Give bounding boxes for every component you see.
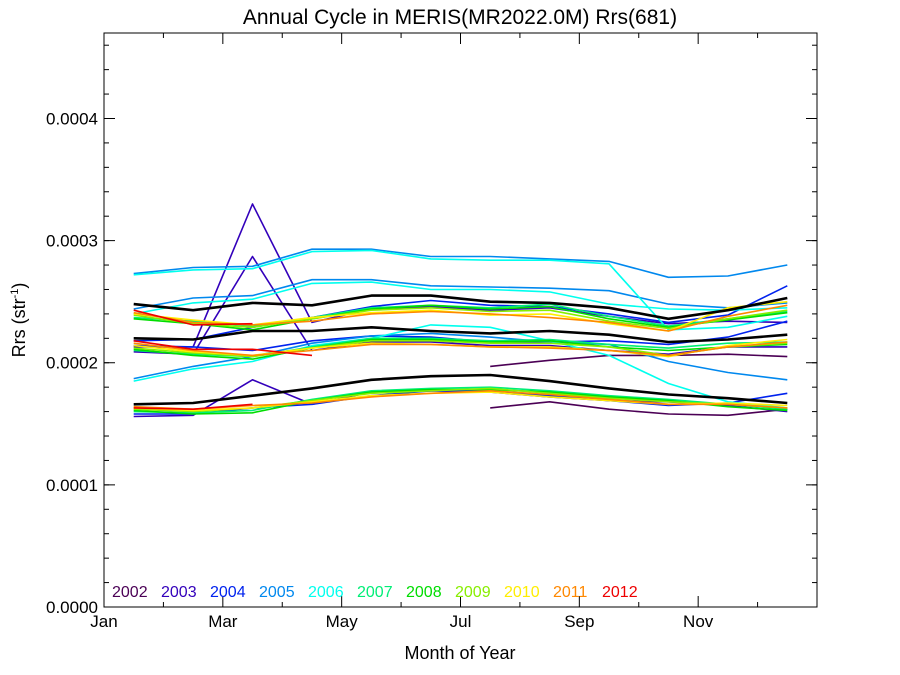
legend-entry-2009: 2009 (455, 584, 491, 601)
x-axis-label: Month of Year (404, 643, 515, 663)
y-axis-label-sup: -1 (9, 289, 21, 299)
x-tick-label: Jan (90, 612, 117, 631)
x-tick-label: May (326, 612, 359, 631)
series-line-2012-1 (133, 309, 253, 326)
chart-title: Annual Cycle in MERIS(MR2022.0M) Rrs(681… (243, 6, 677, 29)
series-line-2002-1 (490, 353, 788, 368)
legend-entry-2011: 2011 (553, 584, 588, 601)
legend-entry-2006: 2006 (308, 584, 344, 601)
x-tick-label: Nov (683, 612, 714, 631)
y-tick-label: 0.0002 (46, 354, 98, 373)
y-axis-label: Rrs (str-1) (9, 283, 29, 358)
series-line-2006-3 (133, 324, 788, 409)
legend-entry-2005: 2005 (259, 584, 295, 601)
series-line-2005-1 (133, 248, 788, 279)
x-tick-label: Jul (450, 612, 472, 631)
series-line-mean-3 (133, 373, 788, 406)
legend-entry-2003: 2003 (161, 584, 197, 601)
y-axis-label-main: Rrs (str (9, 298, 29, 357)
legend-entry-2007: 2007 (357, 584, 393, 601)
legend-entry-2004: 2004 (210, 584, 246, 601)
y-tick-label: 0.0001 (46, 476, 98, 495)
legend-entry-2002: 2002 (112, 584, 148, 601)
series-line-2003-2 (133, 255, 788, 356)
series-line-mean-1 (133, 294, 788, 321)
legend: 2002 2003 2004 2005 2006 2007 2008 2009 2010 2011… (112, 584, 638, 601)
y-tick-label: 0.0000 (46, 598, 98, 617)
y-tick-label: 0.0004 (46, 109, 98, 128)
x-tick-label: Sep (564, 612, 594, 631)
x-tick-label: Mar (208, 612, 238, 631)
series-line-2012-2 (133, 340, 313, 357)
series-line-2003-1 (133, 203, 788, 348)
plot-lines (133, 203, 788, 418)
series-line-2012-3 (133, 403, 253, 411)
y-axis: 0.0000 0.0001 0.0002 0.0003 0.0004 (46, 44, 817, 617)
series-line-2006-1 (133, 249, 788, 331)
legend-entry-2012: 2012 (602, 584, 638, 601)
series-line-2005-2 (133, 278, 788, 310)
series-line-2011-3 (133, 389, 788, 411)
x-axis: Jan Mar May Jul Sep Nov (90, 33, 759, 631)
series-line-2002-2 (490, 400, 788, 417)
series-line-2007-3 (133, 386, 788, 414)
y-tick-label: 0.0003 (46, 232, 98, 251)
series-line-2011-2 (133, 341, 788, 357)
series-line-mean-2 (133, 325, 788, 344)
legend-entry-2008: 2008 (406, 584, 442, 601)
legend-entry-2010: 2010 (504, 584, 540, 601)
y-axis-label-end: ) (9, 283, 29, 289)
series-line-2006-2 (133, 281, 788, 315)
series-line-2008-2 (133, 338, 788, 360)
